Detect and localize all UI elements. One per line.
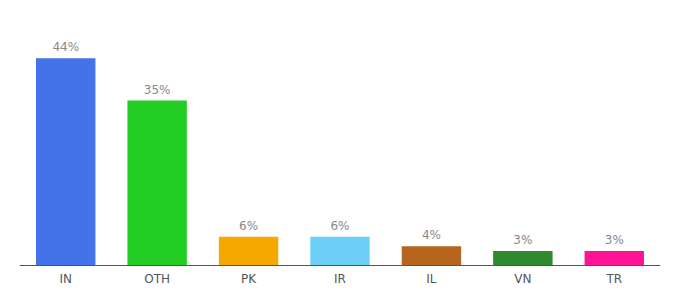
svg-text:VN: VN bbox=[514, 272, 531, 286]
svg-text:IR: IR bbox=[334, 272, 346, 286]
svg-text:TR: TR bbox=[605, 272, 622, 286]
svg-text:PK: PK bbox=[241, 272, 257, 286]
svg-text:4%: 4% bbox=[422, 228, 441, 242]
svg-text:6%: 6% bbox=[330, 219, 349, 233]
svg-text:OTH: OTH bbox=[144, 272, 170, 286]
svg-text:IN: IN bbox=[59, 272, 72, 286]
svg-text:6%: 6% bbox=[239, 219, 258, 233]
svg-text:3%: 3% bbox=[605, 233, 624, 247]
svg-text:44%: 44% bbox=[52, 40, 79, 54]
svg-text:IL: IL bbox=[426, 272, 437, 286]
svg-text:35%: 35% bbox=[144, 83, 171, 97]
svg-text:3%: 3% bbox=[513, 233, 532, 247]
